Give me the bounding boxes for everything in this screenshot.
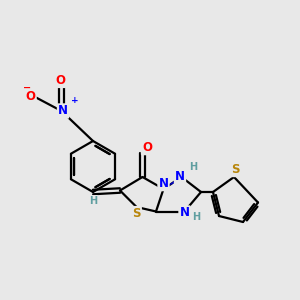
Text: N: N — [175, 170, 185, 184]
Text: H: H — [189, 161, 197, 172]
Text: O: O — [55, 74, 65, 87]
Text: H: H — [89, 196, 97, 206]
Text: +: + — [71, 96, 79, 105]
Text: O: O — [142, 141, 152, 154]
Text: −: − — [22, 83, 31, 93]
Text: N: N — [58, 104, 68, 118]
Text: H: H — [192, 212, 200, 222]
Text: O: O — [26, 89, 36, 103]
Text: N: N — [179, 206, 190, 220]
Text: S: S — [231, 163, 240, 176]
Text: N: N — [158, 177, 169, 190]
Text: S: S — [132, 207, 141, 220]
